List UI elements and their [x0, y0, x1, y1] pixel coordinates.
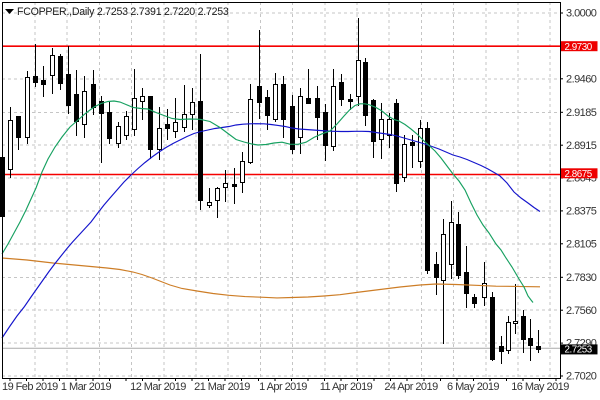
svg-text:3.0000: 3.0000 — [566, 8, 597, 20]
svg-text:2.8675: 2.8675 — [565, 169, 593, 180]
svg-text:21 Mar 2019: 21 Mar 2019 — [194, 381, 250, 393]
svg-text:2.9460: 2.9460 — [566, 73, 597, 85]
svg-text:19 Feb 2019: 19 Feb 2019 — [2, 381, 58, 393]
svg-text:2.8105: 2.8105 — [566, 238, 597, 250]
svg-text:6 May 2019: 6 May 2019 — [447, 381, 499, 393]
svg-text:2.8915: 2.8915 — [566, 140, 597, 152]
svg-text:2.7560: 2.7560 — [566, 305, 597, 317]
svg-text:12 Mar 2019: 12 Mar 2019 — [130, 381, 186, 393]
svg-text:2.7830: 2.7830 — [566, 272, 597, 284]
svg-text:1 Mar 2019: 1 Mar 2019 — [61, 381, 112, 393]
svg-text:2.9730: 2.9730 — [565, 42, 593, 53]
svg-text:2.9185: 2.9185 — [566, 107, 597, 119]
svg-text:1 Apr 2019: 1 Apr 2019 — [259, 381, 307, 393]
svg-text:24 Apr 2019: 24 Apr 2019 — [384, 381, 438, 393]
svg-text:2.8375: 2.8375 — [566, 206, 597, 218]
svg-text:11 Apr 2019: 11 Apr 2019 — [320, 381, 373, 393]
svg-text:FCOPPER.,Daily 2.7253 2.7391: FCOPPER.,Daily 2.7253 2.7391 2.7220 2.72… — [17, 6, 229, 18]
svg-text:16 May 2019: 16 May 2019 — [511, 381, 569, 393]
svg-text:2.7253: 2.7253 — [565, 345, 593, 356]
svg-text:2.7020: 2.7020 — [566, 371, 597, 383]
